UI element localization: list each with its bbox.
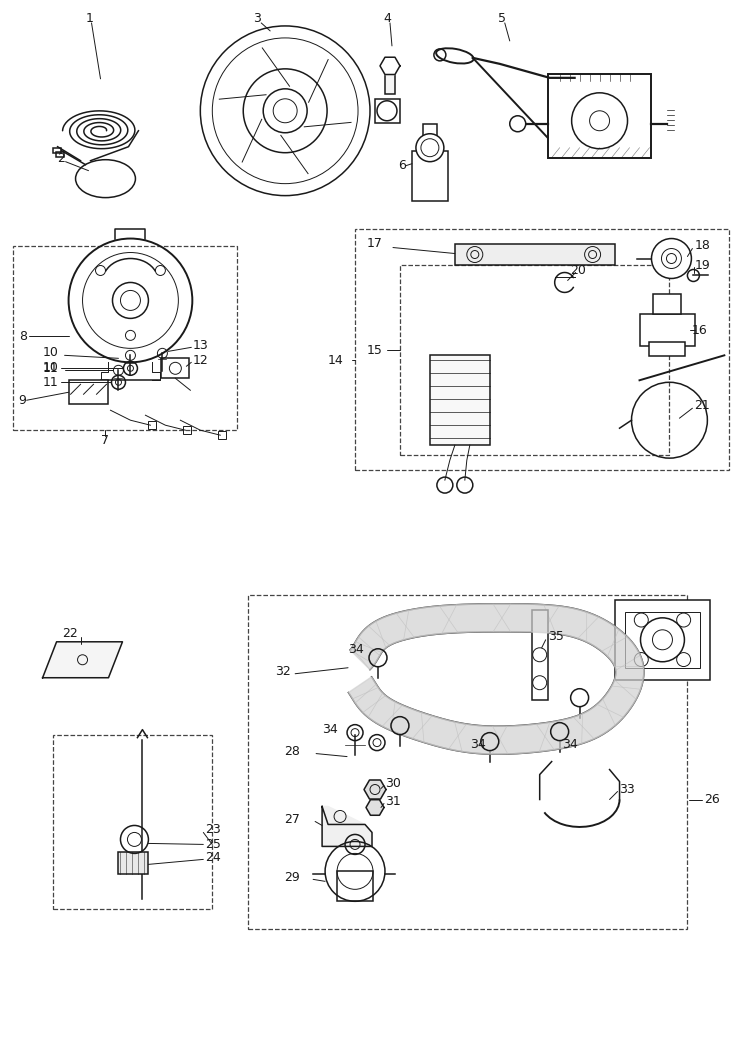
Bar	[455, 243, 614, 266]
Text: 3: 3	[253, 13, 261, 25]
Bar	[248, 595, 688, 929]
Text: 30: 30	[385, 777, 401, 790]
Bar	[218, 431, 226, 440]
Bar	[385, 66, 395, 93]
Bar	[337, 871, 373, 902]
Text: 11: 11	[43, 376, 58, 389]
Circle shape	[416, 134, 444, 161]
Polygon shape	[364, 780, 386, 799]
Bar	[184, 426, 191, 434]
Bar	[430, 356, 490, 445]
Text: 25: 25	[205, 838, 221, 851]
Text: 10: 10	[43, 346, 58, 359]
Bar	[625, 612, 700, 668]
Bar	[375, 99, 400, 123]
Text: 19: 19	[694, 259, 710, 272]
Text: 12: 12	[192, 354, 208, 366]
Text: 6: 6	[398, 159, 406, 172]
Text: 14: 14	[328, 354, 344, 366]
Text: 4: 4	[383, 13, 391, 25]
Text: 9: 9	[19, 394, 26, 407]
Text: 5: 5	[498, 13, 506, 25]
Text: 16: 16	[691, 324, 707, 337]
Bar	[69, 380, 109, 405]
Bar	[423, 124, 437, 136]
Bar	[52, 148, 61, 153]
Text: 11: 11	[43, 362, 58, 375]
Text: 1: 1	[85, 13, 94, 25]
Polygon shape	[43, 641, 123, 678]
Bar	[653, 294, 682, 314]
Text: 23: 23	[205, 823, 221, 836]
Bar	[640, 314, 695, 346]
Text: 33: 33	[619, 783, 635, 796]
Polygon shape	[348, 604, 644, 754]
Text: 17: 17	[367, 237, 383, 250]
Bar	[355, 228, 730, 470]
Bar	[412, 151, 448, 201]
Bar	[649, 342, 685, 357]
Circle shape	[510, 116, 526, 132]
Text: 35: 35	[548, 631, 563, 644]
Bar	[548, 74, 652, 157]
Bar	[52, 735, 212, 909]
Text: 13: 13	[192, 339, 208, 352]
Text: 34: 34	[562, 738, 577, 751]
Text: 22: 22	[63, 628, 79, 640]
Text: 26: 26	[704, 793, 720, 806]
Text: 28: 28	[284, 746, 300, 758]
Text: 34: 34	[348, 644, 364, 656]
Text: 29: 29	[284, 871, 300, 884]
Text: 7: 7	[102, 433, 109, 447]
Text: 27: 27	[284, 813, 300, 826]
Bar	[614, 600, 710, 680]
Text: 8: 8	[19, 330, 27, 343]
Bar	[148, 422, 157, 429]
Bar	[161, 358, 189, 378]
Text: 24: 24	[205, 851, 221, 863]
Bar	[55, 152, 64, 157]
Text: 10: 10	[43, 361, 58, 374]
Text: 32: 32	[275, 665, 291, 679]
Text: 21: 21	[694, 398, 710, 412]
Text: 18: 18	[694, 239, 710, 252]
Bar	[400, 266, 670, 456]
Text: 20: 20	[570, 264, 586, 277]
Text: 15: 15	[367, 344, 383, 357]
Polygon shape	[366, 800, 384, 816]
Bar	[532, 610, 548, 700]
Bar	[118, 853, 148, 874]
Text: 31: 31	[385, 795, 401, 808]
Circle shape	[652, 239, 691, 278]
Text: 2: 2	[58, 152, 65, 166]
Polygon shape	[322, 806, 372, 846]
Bar	[13, 245, 237, 430]
Text: 34: 34	[470, 738, 485, 751]
Text: 34: 34	[322, 723, 338, 736]
Polygon shape	[380, 57, 400, 74]
